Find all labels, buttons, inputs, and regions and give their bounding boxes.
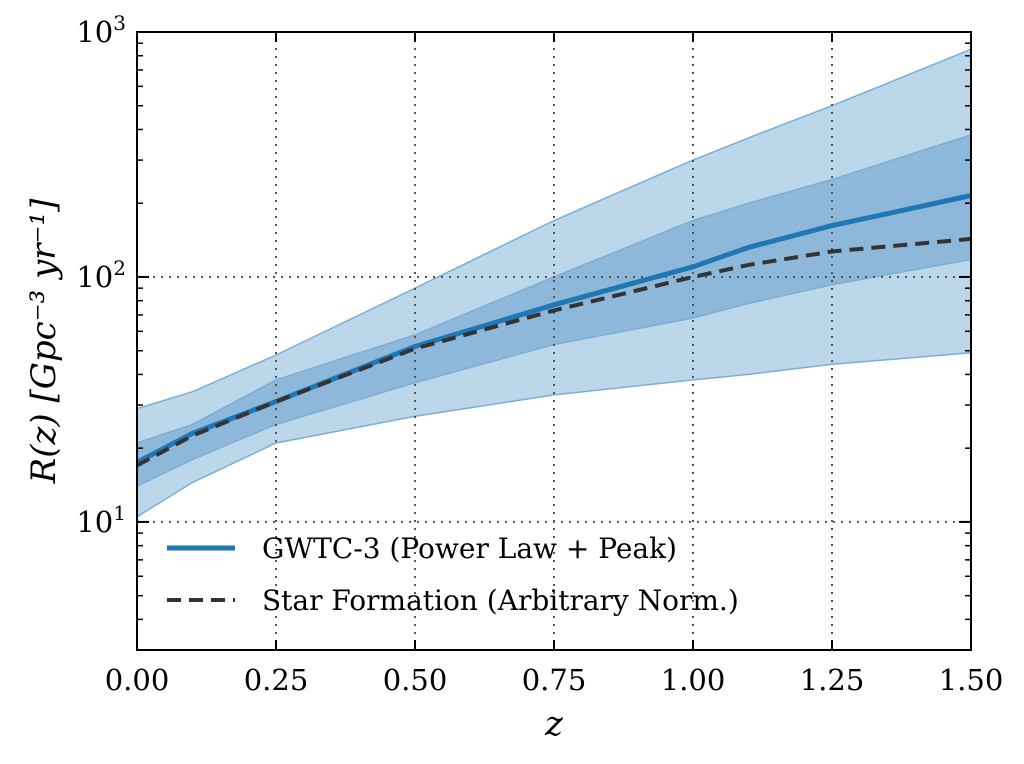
y-tick-label: 103 bbox=[76, 11, 126, 49]
x-tick-label: 1.25 bbox=[800, 663, 865, 697]
y-tick-labels: 101 102 103 bbox=[76, 11, 126, 539]
axis-ticks bbox=[136, 31, 972, 651]
grid-lines bbox=[137, 32, 971, 650]
x-tick-label: 0.50 bbox=[383, 663, 448, 697]
band-outer-upper-edge bbox=[136, 48, 972, 410]
band-outer-lower-edge bbox=[136, 352, 972, 518]
series-line-1 bbox=[136, 236, 972, 468]
legend-label-gwtc3: GWTC-3 (Power Law + Peak) bbox=[262, 532, 677, 565]
legend-label-star-formation: Star Formation (Arbitrary Norm.) bbox=[262, 584, 739, 617]
y-axis-label: R(z) [Gpc⁻³ yr⁻¹] bbox=[24, 198, 64, 485]
x-tick-label: 0.25 bbox=[244, 663, 309, 697]
y-tick-label: 101 bbox=[76, 501, 126, 539]
x-tick-label: 1.50 bbox=[939, 663, 1004, 697]
x-axis-label: z bbox=[544, 704, 564, 744]
x-tick-label: 0.00 bbox=[105, 663, 170, 697]
series-lines bbox=[135, 193, 972, 468]
x-tick-label: 0.75 bbox=[522, 663, 587, 697]
x-tick-labels: 0.00 0.25 0.50 0.75 1.00 1.25 1.50 bbox=[105, 663, 1004, 697]
y-tick-label: 102 bbox=[76, 256, 126, 294]
legend: GWTC-3 (Power Law + Peak) Star Formation… bbox=[167, 532, 739, 617]
x-tick-label: 1.00 bbox=[661, 663, 726, 697]
